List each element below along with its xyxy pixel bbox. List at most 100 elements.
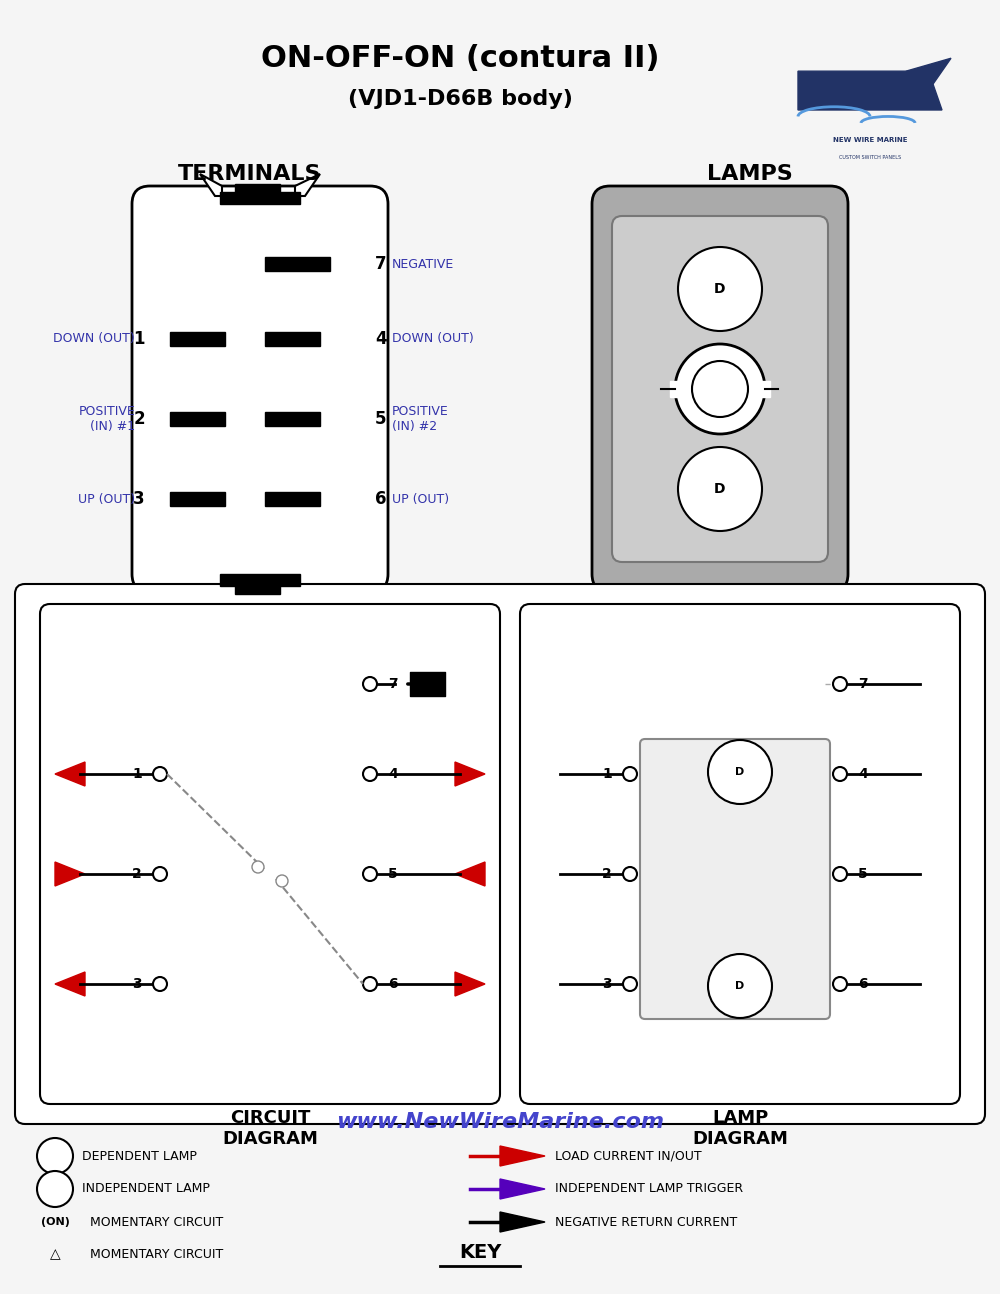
Circle shape — [708, 740, 772, 804]
Text: 2: 2 — [133, 410, 145, 428]
Circle shape — [675, 344, 765, 433]
Polygon shape — [500, 1179, 545, 1200]
Text: DOWN (OUT): DOWN (OUT) — [53, 333, 135, 345]
Circle shape — [37, 1137, 73, 1174]
Text: LOAD CURRENT IN/OUT: LOAD CURRENT IN/OUT — [555, 1149, 702, 1162]
Text: 4: 4 — [375, 330, 387, 348]
Circle shape — [833, 677, 847, 691]
Bar — [760, 380, 770, 397]
Bar — [170, 411, 225, 426]
Circle shape — [252, 861, 264, 873]
Text: INDEPENDENT LAMP: INDEPENDENT LAMP — [82, 1183, 210, 1196]
Text: TERMINALS: TERMINALS — [178, 164, 322, 184]
Bar — [265, 411, 320, 426]
Bar — [220, 575, 300, 586]
Text: www.NewWireMarine.com: www.NewWireMarine.com — [336, 1112, 664, 1132]
Polygon shape — [798, 71, 942, 110]
Circle shape — [153, 867, 167, 881]
Circle shape — [623, 977, 637, 991]
Polygon shape — [906, 58, 951, 84]
Text: 6: 6 — [388, 977, 398, 991]
Text: 7: 7 — [858, 677, 868, 691]
Text: KEY: KEY — [459, 1242, 501, 1262]
Text: 7: 7 — [388, 677, 398, 691]
Text: 1: 1 — [602, 767, 612, 782]
Polygon shape — [295, 173, 320, 195]
Circle shape — [276, 875, 288, 886]
Circle shape — [363, 977, 377, 991]
Polygon shape — [455, 972, 485, 996]
Text: 1: 1 — [132, 767, 142, 782]
Text: ON-OFF-ON (contura II): ON-OFF-ON (contura II) — [261, 44, 659, 72]
Text: 5: 5 — [388, 867, 398, 881]
Polygon shape — [200, 173, 222, 195]
Text: 6: 6 — [858, 977, 868, 991]
Bar — [265, 258, 330, 270]
Bar — [670, 380, 680, 397]
Polygon shape — [55, 972, 85, 996]
Text: 4: 4 — [388, 767, 398, 782]
Circle shape — [833, 977, 847, 991]
Text: D: D — [735, 981, 745, 991]
Text: 4: 4 — [858, 767, 868, 782]
Polygon shape — [55, 762, 85, 785]
Bar — [235, 586, 280, 594]
FancyBboxPatch shape — [520, 604, 960, 1104]
Text: 3: 3 — [132, 977, 142, 991]
Circle shape — [623, 867, 637, 881]
Text: D: D — [714, 282, 726, 296]
Text: UP (OUT): UP (OUT) — [392, 493, 449, 506]
Bar — [170, 492, 225, 506]
Text: DOWN (OUT): DOWN (OUT) — [392, 333, 474, 345]
Bar — [235, 184, 280, 192]
Circle shape — [363, 677, 377, 691]
Text: DEPENDENT LAMP: DEPENDENT LAMP — [82, 1149, 197, 1162]
Circle shape — [363, 867, 377, 881]
FancyBboxPatch shape — [15, 584, 985, 1124]
Text: 2: 2 — [132, 867, 142, 881]
Text: MOMENTARY CIRCUIT: MOMENTARY CIRCUIT — [82, 1247, 223, 1260]
Text: POSITIVE
(IN) #2: POSITIVE (IN) #2 — [392, 405, 449, 433]
Polygon shape — [295, 586, 320, 609]
Circle shape — [692, 361, 748, 417]
FancyBboxPatch shape — [592, 186, 848, 591]
Circle shape — [678, 446, 762, 531]
Text: 3: 3 — [133, 490, 145, 509]
Text: 3: 3 — [602, 977, 612, 991]
Text: MOMENTARY CIRCUIT: MOMENTARY CIRCUIT — [82, 1215, 223, 1228]
Text: 5: 5 — [858, 867, 868, 881]
Circle shape — [153, 977, 167, 991]
Polygon shape — [55, 862, 85, 886]
Text: 2: 2 — [602, 867, 612, 881]
Text: 1: 1 — [134, 330, 145, 348]
Text: POSITIVE
(IN) #1: POSITIVE (IN) #1 — [78, 405, 135, 433]
FancyBboxPatch shape — [132, 186, 388, 591]
Text: 5: 5 — [375, 410, 386, 428]
Bar — [265, 492, 320, 506]
Text: (VJD1-D66B body): (VJD1-D66B body) — [348, 89, 572, 109]
Text: LAMPS: LAMPS — [707, 164, 793, 184]
Bar — [220, 192, 300, 204]
Polygon shape — [455, 862, 485, 886]
Text: NEGATIVE RETURN CURRENT: NEGATIVE RETURN CURRENT — [555, 1215, 737, 1228]
Text: NEGATIVE: NEGATIVE — [392, 258, 454, 270]
Text: UP (OUT): UP (OUT) — [78, 493, 135, 506]
Text: 6: 6 — [375, 490, 386, 509]
Polygon shape — [455, 762, 485, 785]
Circle shape — [833, 767, 847, 782]
Text: i: i — [53, 1184, 57, 1194]
Text: CUSTOM SWITCH PANELS: CUSTOM SWITCH PANELS — [839, 155, 901, 160]
Circle shape — [153, 767, 167, 782]
Text: 7: 7 — [375, 255, 387, 273]
Text: D: D — [735, 767, 745, 776]
Circle shape — [363, 767, 377, 782]
FancyBboxPatch shape — [40, 604, 500, 1104]
Circle shape — [833, 867, 847, 881]
Text: CIRCUIT
DIAGRAM: CIRCUIT DIAGRAM — [222, 1109, 318, 1148]
Polygon shape — [500, 1212, 545, 1232]
Text: △: △ — [50, 1247, 60, 1260]
Text: INDEPENDENT LAMP TRIGGER: INDEPENDENT LAMP TRIGGER — [555, 1183, 743, 1196]
Text: D: D — [51, 1150, 59, 1161]
Text: LAMP
DIAGRAM: LAMP DIAGRAM — [692, 1109, 788, 1148]
Text: (ON): (ON) — [41, 1216, 69, 1227]
